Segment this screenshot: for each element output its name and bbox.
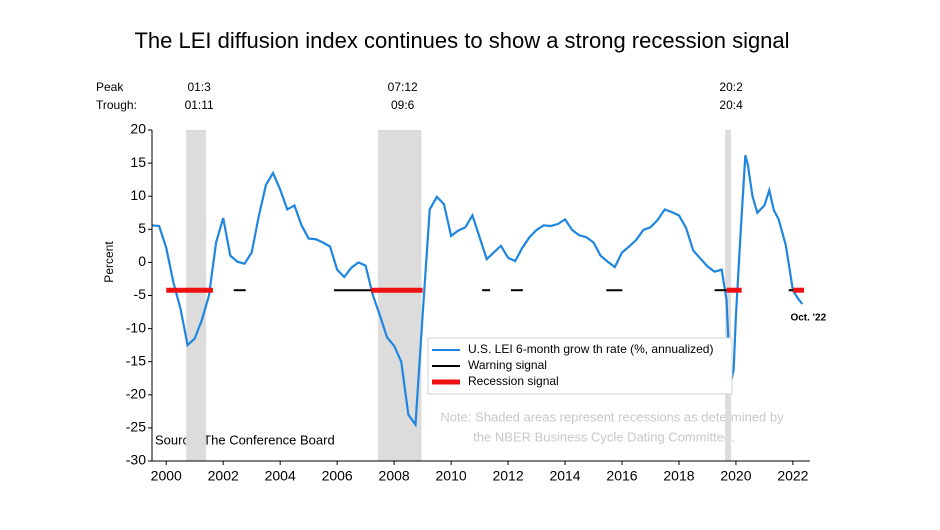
source: Source: The Conference Board <box>155 432 335 447</box>
trough-label: Trough: <box>96 98 137 112</box>
y-tick-label: 5 <box>138 220 146 236</box>
y-tick-label: -10 <box>126 319 146 335</box>
legend-label: U.S. LEI 6-month grow th rate (%, annual… <box>468 342 713 356</box>
peak-date: 07:12 <box>388 80 418 94</box>
x-tick-label: 2018 <box>663 468 694 484</box>
peak-date: 20:2 <box>719 80 743 94</box>
y-tick-label: 10 <box>130 187 146 203</box>
x-tick-label: 2022 <box>777 468 808 484</box>
chart-title: The LEI diffusion index continues to sho… <box>134 28 789 53</box>
y-tick-label: -20 <box>126 386 146 402</box>
y-tick-label: 20 <box>130 121 146 137</box>
note: Note: Shaded areas represent recessions … <box>440 409 784 424</box>
trough-date: 20:4 <box>719 98 743 112</box>
note: the NBER Business Cycle Dating Committee… <box>473 429 735 444</box>
lei-line <box>151 154 804 428</box>
trough-date: 09:6 <box>391 98 415 112</box>
legend-box <box>427 337 733 395</box>
y-tick-label: 15 <box>130 154 146 170</box>
x-tick-label: 2010 <box>436 468 467 484</box>
legend-label: Recession signal <box>468 374 559 388</box>
y-tick-label: -5 <box>134 286 147 302</box>
x-tick-label: 2006 <box>322 468 353 484</box>
recession-shade <box>377 130 422 461</box>
y-tick-label: 0 <box>138 253 146 269</box>
y-tick-label: -15 <box>126 352 146 368</box>
x-tick-label: 2004 <box>265 468 296 484</box>
y-axis-label: Percent <box>102 241 116 283</box>
x-tick-label: 2000 <box>151 468 182 484</box>
recession-shade <box>725 130 732 461</box>
trough-date: 01:11 <box>185 98 214 112</box>
peak-label: Peak <box>96 80 124 94</box>
last-point-label: Oct. '22 <box>790 313 826 324</box>
y-tick-label: -30 <box>126 452 146 468</box>
y-tick-label: -25 <box>126 419 146 435</box>
peak-date: 01:3 <box>187 80 211 94</box>
x-tick-label: 2002 <box>208 468 239 484</box>
legend-label: Warning signal <box>468 358 547 372</box>
x-tick-label: 2014 <box>549 468 580 484</box>
x-tick-label: 2016 <box>606 468 637 484</box>
recession-shade <box>186 130 207 461</box>
x-tick-label: 2008 <box>379 468 410 484</box>
x-tick-label: 2020 <box>720 468 751 484</box>
x-tick-label: 2012 <box>492 468 523 484</box>
